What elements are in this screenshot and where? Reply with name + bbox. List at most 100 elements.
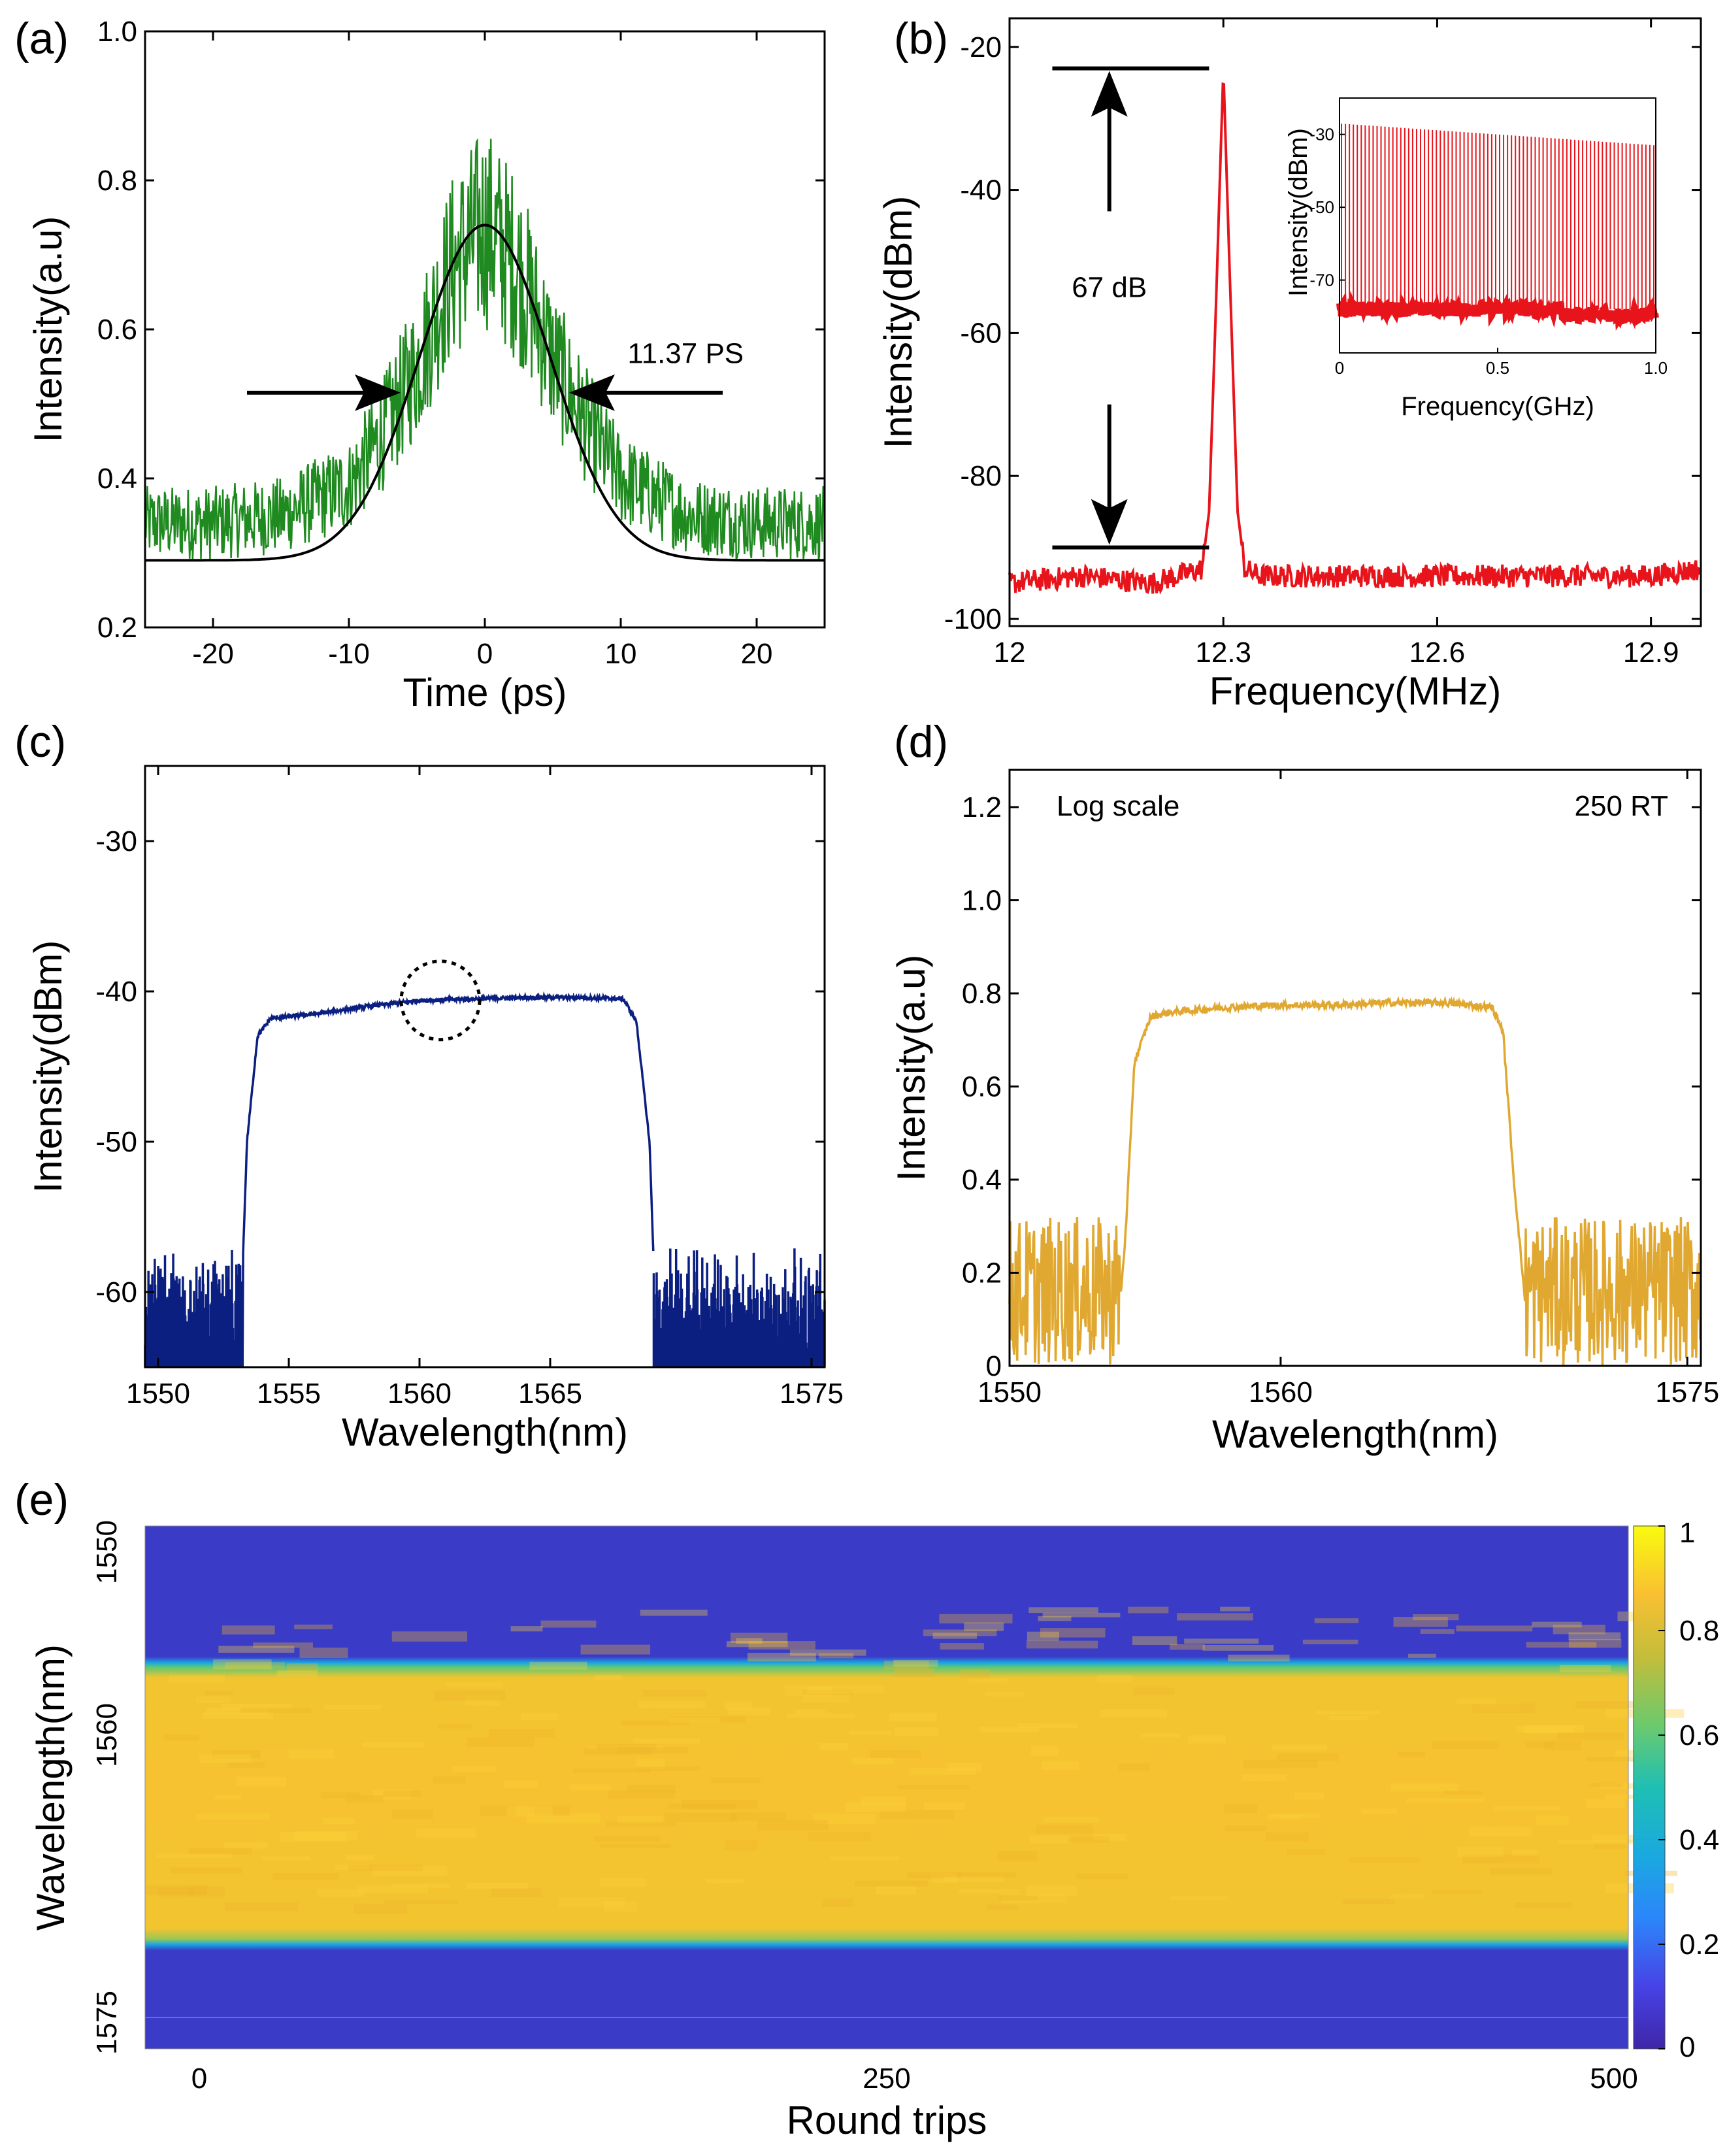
panel-b: 12 12.3 12.6 12.9 -20 -40 -60 -80 -100 Frequency(… (876, 14, 1702, 713)
panel-e-heatmap-texture (640, 1610, 708, 1616)
panel-e-heatmap-texture (757, 1819, 829, 1831)
panel-a-ytick-label: 0.6 (97, 314, 137, 346)
panel-e-heatmap-texture (642, 1689, 706, 1697)
panel-c-ytick-label: -60 (95, 1276, 137, 1308)
panel-e-heatmap-texture (261, 1856, 310, 1861)
panel-e-heatmap-texture (203, 1712, 274, 1719)
panel-b-xtick-label: 12.6 (1409, 637, 1466, 669)
panel-e-heatmap-texture (1543, 1740, 1582, 1751)
panel-c-label: (c) (14, 717, 66, 767)
panel-e-heatmap-texture (1516, 1725, 1575, 1733)
panel-e-heatmap-texture (883, 1661, 929, 1670)
panel-e-heatmap-texture (416, 1828, 477, 1838)
panel-e-heatmap-texture (521, 1713, 558, 1721)
panel-e-heatmap-texture (1042, 1761, 1079, 1770)
panel-e-heatmap-texture (1532, 1621, 1582, 1628)
panel-e-heatmap-texture (214, 1795, 242, 1800)
panel-d-ytick-label: 1.2 (962, 791, 1002, 823)
panel-e-heatmap-texture (1594, 1843, 1626, 1849)
panel-d-ytick-label: 0.4 (962, 1164, 1002, 1196)
panel-e-heatmap-texture (558, 1897, 625, 1908)
panel-e-heatmap-texture (923, 1629, 997, 1636)
panel-a-xtick-label: 0 (477, 638, 493, 670)
panel-e-heatmap-texture (597, 1744, 657, 1750)
panel-a-xtick-label: 10 (605, 638, 637, 670)
panel-b-down-arrow-head (1091, 499, 1128, 545)
panel-e-heatmap-texture (218, 1646, 295, 1653)
panel-b-snr-annotation: 67 dB (1072, 272, 1147, 304)
panel-e-heatmap-texture (1243, 1760, 1318, 1768)
panel-c-xtick-label: 1555 (257, 1378, 321, 1410)
panel-e-heatmap-texture (999, 1895, 1038, 1901)
panel-e-heatmap-texture (212, 1750, 290, 1759)
panel-e-heatmap-texture (503, 1780, 539, 1788)
panel-e-heatmap-texture (876, 1885, 916, 1895)
panel-e-heatmap-texture (636, 1759, 665, 1770)
panel-e-heatmap-texture (1457, 1846, 1504, 1857)
panel-e-colorbar-tick-label: 0.2 (1679, 1929, 1719, 1961)
panel-e-heatmap-texture (806, 1685, 885, 1694)
panel-e-heatmap-texture (819, 1653, 854, 1659)
panel-e-heatmap-texture (1586, 1799, 1625, 1808)
panel-c-highlight-circle (399, 959, 482, 1042)
panel-e-heatmap-texture (1493, 1806, 1561, 1811)
panel-e-heatmap-texture (206, 1708, 267, 1715)
panel-e-heatmap-texture (372, 1789, 411, 1800)
panel-e-heatmap-texture (633, 1738, 700, 1744)
panel-e-colorbar-tick-label: 0.8 (1679, 1615, 1719, 1647)
panel-e-heatmap-texture (465, 1695, 501, 1706)
panel-d-ytick-label: 1.0 (962, 885, 1002, 917)
panel-b-inset-xlabel: Frequency(GHz) (1401, 392, 1594, 421)
panel-e-heatmap (145, 1526, 1628, 2049)
panel-e-heatmap-texture (1397, 1752, 1426, 1758)
panel-b-label: (b) (894, 14, 948, 63)
panel-e-heatmap-texture (540, 1620, 597, 1628)
panel-e-heatmap-texture (526, 1813, 600, 1823)
panel-e-heatmap-texture (663, 1812, 737, 1822)
panel-e-heatmap-texture (196, 1814, 270, 1820)
panel-e-heatmap-texture (1456, 1625, 1533, 1632)
panel-b-ytick-label: -100 (944, 603, 1002, 635)
panel-e-heatmap-texture (880, 1810, 954, 1819)
panel-e-heatmap-texture (323, 1704, 382, 1710)
panel-e-heatmap-texture (1001, 1894, 1066, 1904)
panel-b-xlabel: Frequency(MHz) (1209, 669, 1502, 713)
panel-e-heatmap-texture (604, 1901, 638, 1912)
panel-e-heatmap-texture (819, 1743, 849, 1751)
panel-d-ytick-label: 0.2 (962, 1257, 1002, 1289)
panel-d-label: (d) (894, 717, 948, 767)
panel-e-heatmap-texture (345, 1855, 375, 1861)
panel-e-heatmap-texture (608, 1790, 675, 1799)
panel-e-heatmap-texture (199, 1754, 252, 1763)
panel-e-heatmap-texture (638, 1700, 706, 1709)
panel-e-heatmap-texture (802, 1689, 853, 1696)
panel-e-heatmap-texture (1027, 1631, 1059, 1641)
panel-b-inset-ylabel: Intensity(dBm) (1284, 128, 1313, 297)
panel-e-heatmap-texture (286, 1663, 318, 1673)
panel-e-heatmap-texture (1225, 1804, 1258, 1814)
panel-e-heatmap-texture (1177, 1613, 1253, 1621)
panel-e-ytick-label: 1560 (91, 1703, 123, 1767)
panel-e-heatmap-texture (1026, 1640, 1098, 1649)
panel-e-heatmap-texture (1274, 1814, 1320, 1818)
panel-e-heatmap-texture (1328, 1716, 1368, 1721)
panel-e-heatmap-texture (223, 1842, 268, 1849)
panel-b-inset-ytick-label: -30 (1309, 125, 1334, 144)
panel-e-heatmap-texture (808, 1832, 871, 1842)
panel-c-frame (144, 765, 826, 1368)
panel-b-inset-xtick-label: 0 (1335, 358, 1344, 378)
panel-e-xtick-label: 250 (863, 2063, 910, 2095)
panel-e-heatmap-texture (1100, 1709, 1168, 1717)
panel-e-heatmap-texture (802, 1691, 850, 1702)
panel-e-heatmap-texture (240, 1708, 312, 1714)
panel-e-heatmap-texture (1560, 1665, 1611, 1672)
panel-a-xtick-label: -20 (192, 638, 234, 670)
panel-e-colorbar-tick-label: 0.4 (1679, 1824, 1719, 1856)
panel-e-heatmap-texture (1615, 1750, 1651, 1757)
panel-b-up-arrow-head (1091, 71, 1128, 117)
panel-e-heatmap-texture (1036, 1825, 1093, 1834)
panel-e-heatmap-texture (960, 1669, 990, 1678)
panel-e-heatmap-texture (1568, 1632, 1621, 1640)
panel-e-heatmap-texture (1599, 1783, 1641, 1789)
panel-d-rt-annotation: 250 RT (1575, 790, 1669, 822)
